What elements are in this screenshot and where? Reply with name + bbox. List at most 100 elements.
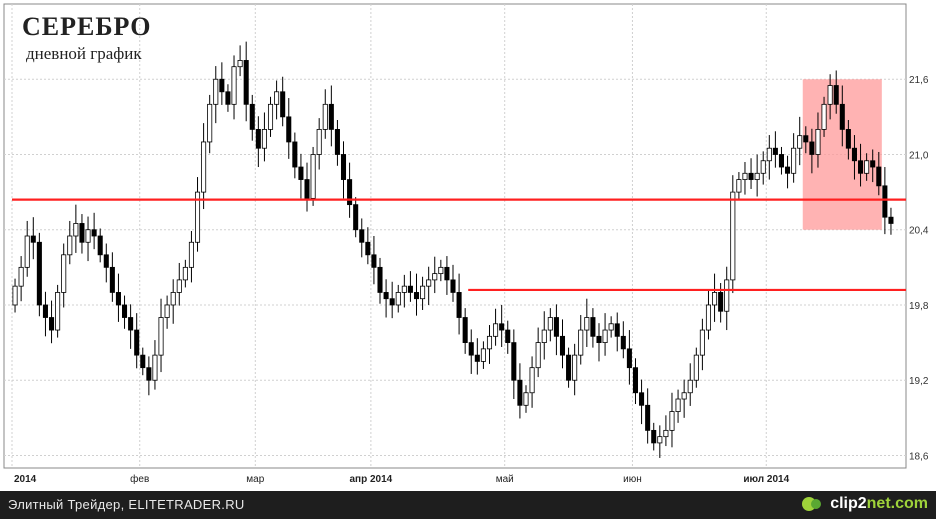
candle-body [572, 354, 578, 381]
candle-body [365, 241, 371, 256]
candle-body [499, 323, 505, 331]
y-tick-label: 21,0 [909, 150, 929, 161]
y-tick-label: 20,4 [909, 226, 929, 237]
candle-body [140, 354, 146, 369]
candle-body [511, 342, 517, 381]
candle-body [596, 335, 602, 343]
candle-body [109, 266, 115, 293]
candle-body [766, 147, 772, 162]
candle-body [49, 317, 55, 331]
candle-body [632, 367, 639, 394]
candle-body [73, 223, 79, 237]
candle-body [164, 304, 170, 318]
candle-body [432, 273, 438, 281]
candle-body [383, 292, 389, 300]
candle-body [480, 348, 486, 362]
candle-body [194, 191, 201, 243]
candle-body [97, 235, 103, 256]
candle-body [797, 135, 803, 149]
candle-body [158, 317, 164, 356]
candle-body [24, 235, 30, 268]
candle-body [201, 141, 207, 193]
candle-body [231, 66, 237, 105]
candle-body [559, 335, 566, 356]
candle-body [681, 392, 687, 400]
candle-body [791, 147, 797, 174]
candle-body [772, 147, 778, 155]
candle-body [620, 335, 626, 350]
candle-body [353, 204, 359, 231]
candle-body [316, 129, 322, 155]
candle-body [785, 166, 791, 174]
candle-body [274, 91, 280, 105]
candle-body [858, 160, 864, 174]
candle-body [219, 78, 225, 93]
footer-bar: Элитный Трейдер, ELITETRADER.RU clip2net… [0, 491, 936, 519]
candle-body [839, 103, 845, 130]
candle-body [870, 160, 876, 168]
candle-body [255, 129, 261, 149]
candle-body [803, 135, 809, 143]
candle-body [657, 436, 663, 444]
candle-body [67, 235, 73, 256]
candle-body [12, 285, 18, 306]
candle-body [876, 166, 882, 187]
chart-subtitle: дневной график [26, 44, 142, 63]
candle-body [243, 60, 249, 105]
candle-body [833, 85, 839, 105]
candle-body [267, 103, 274, 130]
candle-body [864, 160, 870, 174]
candle-body [426, 279, 432, 287]
candle-body [778, 154, 784, 168]
candle-body [705, 304, 712, 331]
chart-title: СЕРЕБРО [22, 12, 152, 41]
candle-body [493, 323, 499, 337]
clip-logo-icon [802, 497, 822, 511]
candle-body [61, 254, 67, 293]
candlestick-chart: 18,6 19,2 19,8 20,4 21,0 21,6 2014 фев мар апр 20… [3, 3, 929, 485]
candle-body [748, 172, 754, 180]
candle-body [359, 229, 365, 243]
candle-body [712, 292, 718, 306]
chart-title-block: СЕРЕБРО дневной график [22, 12, 151, 64]
y-tick-label: 19,8 [909, 301, 929, 312]
candle-body [590, 317, 596, 337]
candle-body [213, 78, 219, 105]
candle-body [474, 354, 480, 362]
candle-body [310, 154, 316, 199]
candle-body [651, 429, 657, 444]
candle-body [334, 129, 340, 155]
candle-body [888, 216, 894, 224]
candle-body [724, 279, 730, 312]
candle-body [340, 154, 347, 180]
brand-suffix: net.com [866, 495, 928, 512]
candle-body [55, 292, 61, 331]
candle-body [188, 241, 194, 268]
candle-body [237, 60, 243, 68]
candle-body [827, 85, 833, 105]
candle-body [176, 279, 182, 293]
candle-body [754, 172, 760, 180]
candle-body [79, 223, 85, 243]
candle-body [486, 335, 493, 350]
candle-body [304, 179, 310, 199]
candle-body [809, 141, 815, 155]
candle-body [438, 266, 444, 275]
candle-body [450, 279, 456, 293]
x-tick-label: июн [623, 474, 642, 485]
candle-body [85, 229, 91, 243]
candle-body [675, 398, 681, 412]
candle-body [699, 329, 705, 356]
candle-body [444, 266, 450, 281]
brand-logo[interactable]: clip2net.com [800, 495, 928, 513]
candle-body [529, 367, 535, 394]
candle-body [602, 329, 608, 343]
candle-body [815, 129, 821, 155]
candle-body [541, 329, 547, 343]
candle-body [36, 241, 42, 306]
candle-body [456, 292, 462, 318]
candle-body [718, 292, 724, 312]
candle-body [742, 172, 748, 180]
x-tick-label: 2014 [14, 474, 37, 485]
x-tick-label: май [496, 474, 514, 485]
